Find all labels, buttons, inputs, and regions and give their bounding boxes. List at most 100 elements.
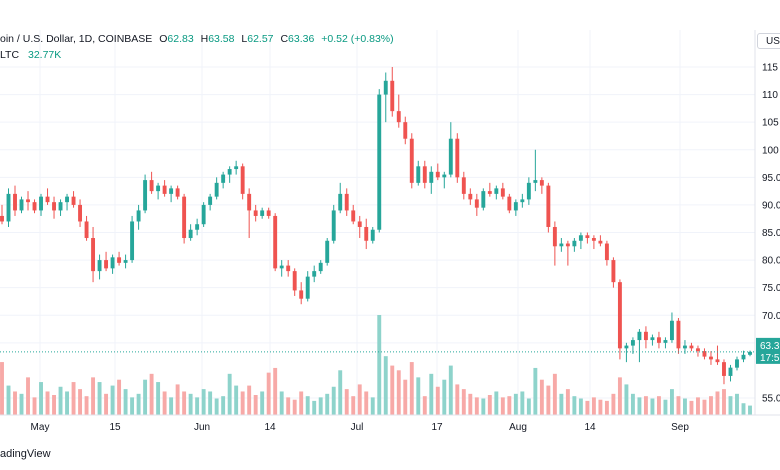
candle-body xyxy=(214,182,219,197)
candle-body xyxy=(253,210,258,216)
volume-bar xyxy=(357,384,362,415)
candle-body xyxy=(617,282,622,349)
candle-body xyxy=(735,359,739,368)
volume-bar xyxy=(305,396,310,415)
y-tick-label: 100 xyxy=(762,145,779,156)
volume-bar xyxy=(390,365,395,415)
volume-bar xyxy=(468,393,473,415)
x-tick-label: May xyxy=(31,422,50,433)
y-tick-label: 70.00 xyxy=(762,311,780,322)
volume-bar xyxy=(221,396,226,415)
candle-body xyxy=(709,356,713,360)
candle-body xyxy=(383,80,388,95)
candle-body xyxy=(279,265,284,269)
volume-bar xyxy=(676,396,681,415)
volume-bar xyxy=(136,393,141,415)
volume-bar xyxy=(572,396,577,415)
volume-bar xyxy=(559,393,564,415)
volume-bar xyxy=(383,356,388,415)
volume-bar xyxy=(325,393,330,415)
candle-body xyxy=(351,210,356,222)
low-value: 62.57 xyxy=(247,33,274,45)
volume-bar xyxy=(709,396,713,415)
volume-bar xyxy=(0,362,4,415)
candle-body xyxy=(143,180,148,211)
symbol-legend[interactable]: oin / U.S. Dollar, 1D, COINBASE O62.83 H… xyxy=(0,33,394,45)
candle-body xyxy=(520,199,525,203)
candles xyxy=(0,67,752,385)
candle-body xyxy=(507,196,512,211)
candle-body xyxy=(195,224,200,230)
volume-bar xyxy=(513,393,518,415)
candle-body xyxy=(91,238,96,272)
candle-body xyxy=(71,196,76,205)
volume-bar xyxy=(637,397,642,415)
candle-body xyxy=(39,196,43,211)
volume-bar xyxy=(32,397,37,415)
volume-bar xyxy=(507,396,512,415)
candle-body xyxy=(728,367,733,376)
volume-bar xyxy=(611,393,616,415)
candle-body xyxy=(559,243,564,247)
volume-bar xyxy=(208,391,213,415)
volume-bar xyxy=(500,397,505,415)
volume-bar xyxy=(442,379,447,415)
volume-symbol: LTC xyxy=(0,49,20,61)
candle-body xyxy=(474,199,479,208)
candle-body xyxy=(533,180,538,183)
candle-body xyxy=(461,177,466,194)
volume-bar xyxy=(585,400,590,415)
volume-bar xyxy=(344,389,349,415)
candle-body xyxy=(598,240,603,244)
volume-bar xyxy=(292,399,297,415)
volume-bar xyxy=(201,389,206,415)
currency-button[interactable]: USD xyxy=(757,33,780,49)
candle-body xyxy=(585,235,590,239)
candle-body xyxy=(611,260,616,283)
volume-bar xyxy=(364,391,369,415)
candle-body xyxy=(0,215,4,222)
volume-bar xyxy=(286,397,291,415)
volume-bars xyxy=(0,315,752,415)
candle-body xyxy=(110,257,115,269)
candle-body xyxy=(715,359,720,363)
candle-body xyxy=(52,202,56,211)
low-key: L xyxy=(241,33,248,45)
candle-body xyxy=(487,191,492,194)
volume-bar xyxy=(715,391,720,415)
volume-bar xyxy=(195,397,200,415)
y-tick-label: 55.00 xyxy=(762,394,780,405)
volume-bar xyxy=(481,398,486,415)
candle-body xyxy=(500,188,505,197)
y-tick-label: 115 xyxy=(762,63,778,74)
volume-bar xyxy=(748,405,752,415)
volume-value: 32.77K xyxy=(27,49,62,61)
last-price-label: 63.3 xyxy=(760,341,780,352)
volume-bar xyxy=(591,397,596,415)
candle-body xyxy=(260,210,265,216)
candle-body xyxy=(162,185,167,194)
candle-body xyxy=(630,340,635,346)
candle-body xyxy=(227,169,232,175)
volume-bar xyxy=(65,391,69,415)
volume-bar xyxy=(240,391,245,415)
candle-body xyxy=(123,260,128,263)
candle-body xyxy=(546,185,551,227)
candle-body xyxy=(45,196,50,203)
volume-bar xyxy=(91,377,96,415)
volume-bar xyxy=(448,365,453,415)
volume-bar xyxy=(338,370,343,415)
candle-body xyxy=(312,271,317,277)
brand-footer[interactable]: adingView xyxy=(0,448,51,460)
volume-legend[interactable]: LTC 32.77K xyxy=(0,49,61,61)
volume-bar xyxy=(182,391,187,415)
volume-bar xyxy=(396,370,401,415)
candle-body xyxy=(565,243,570,247)
candle-body xyxy=(403,122,408,139)
volume-bar xyxy=(416,377,421,415)
candle-body xyxy=(689,345,694,349)
candle-body xyxy=(448,138,453,175)
x-tick-label: Jun xyxy=(194,422,210,433)
candle-body xyxy=(169,188,174,194)
